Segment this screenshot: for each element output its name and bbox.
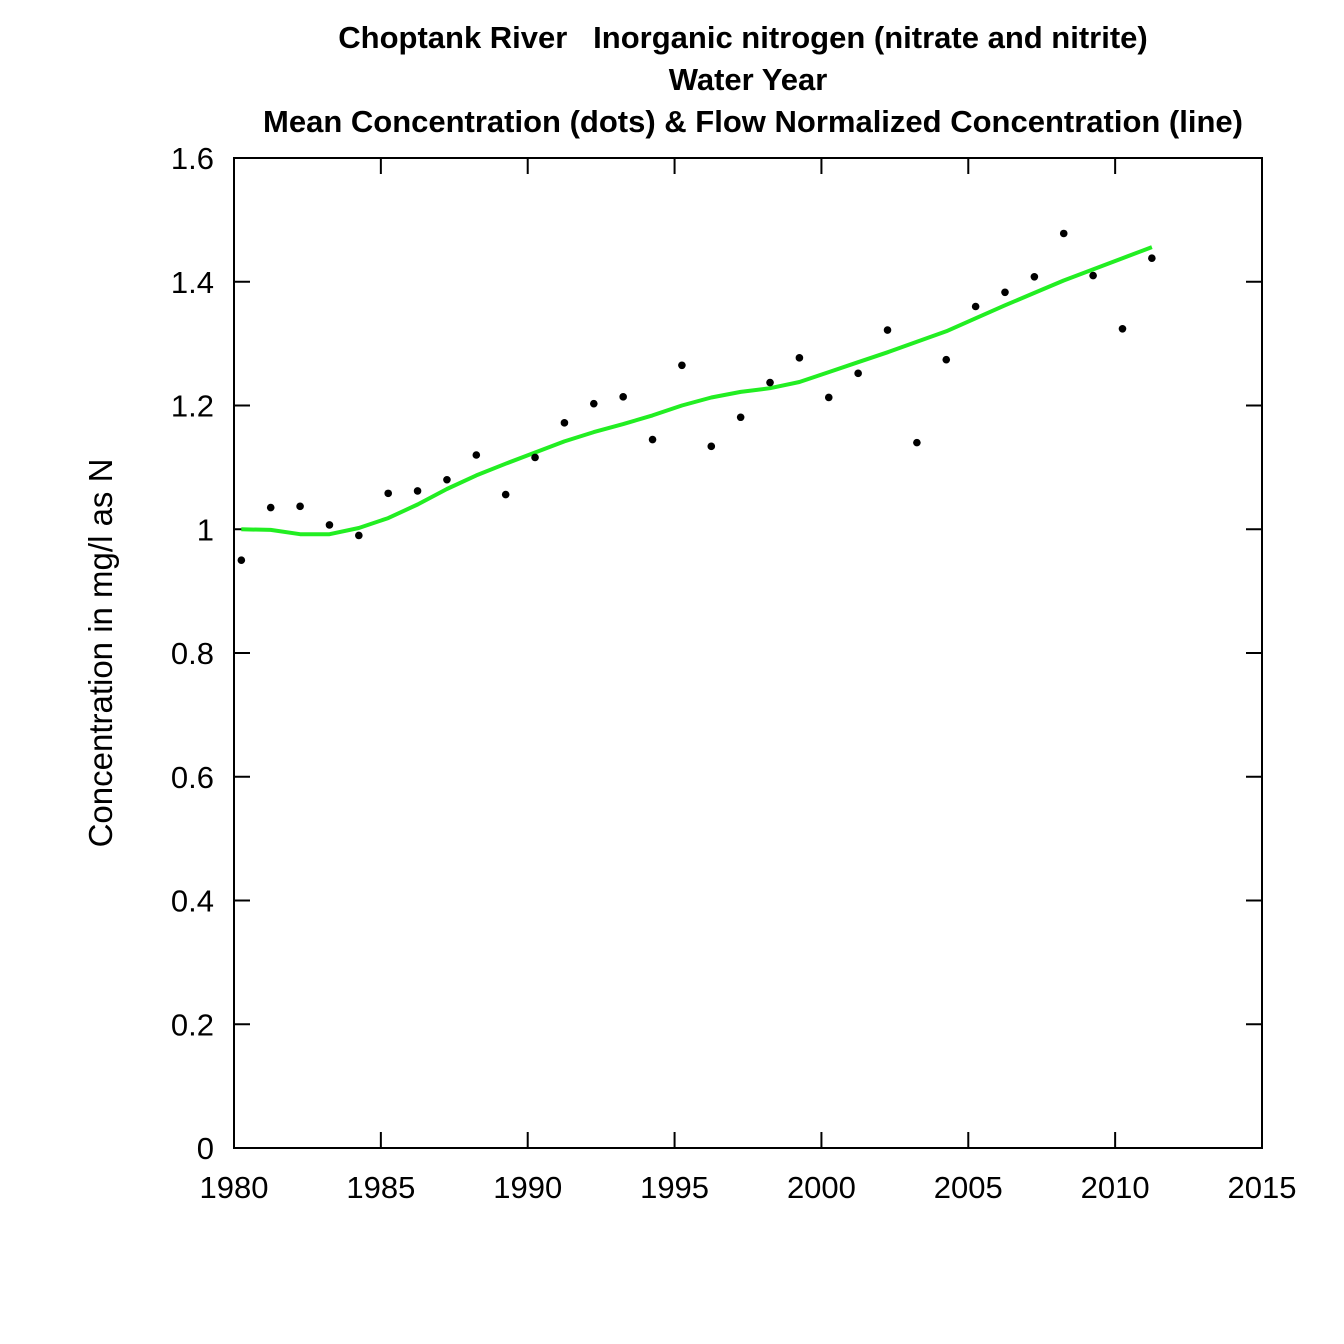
data-point	[1148, 254, 1156, 263]
data-point	[707, 442, 716, 451]
data-point	[355, 531, 363, 540]
chart-subtitle-2: Mean Concentration (dots) & Flow Normali…	[263, 104, 1243, 139]
plot-frame	[233, 157, 1263, 1149]
x-tick-label: 2000	[787, 1170, 856, 1205]
x-tick-label: 1980	[200, 1170, 269, 1205]
data-point	[325, 521, 334, 529]
data-point	[472, 451, 481, 459]
y-tick-label: 0.8	[171, 636, 214, 671]
y-axis: 0 0.2 0.4 0.6 0.8 1 1.2 1.4 1.6	[171, 141, 1262, 1166]
data-point	[795, 354, 804, 362]
data-point	[736, 413, 745, 422]
x-tick-label: 2005	[934, 1170, 1003, 1205]
x-tick-label: 1985	[346, 1170, 415, 1205]
data-point	[1030, 273, 1039, 281]
data-point	[971, 302, 980, 311]
data-point	[296, 502, 304, 511]
data-point	[237, 556, 246, 564]
chart-title: Choptank River Inorganic nitrogen (nitra…	[338, 20, 1148, 55]
y-tick-label: 1.2	[171, 389, 214, 424]
chart-subtitle: Water Year	[668, 62, 828, 97]
x-tick-label: 1995	[640, 1170, 709, 1205]
series-layer	[237, 229, 1156, 564]
x-axis: 1980 1985 1990 1995 2000 2005 2010 2015	[200, 158, 1297, 1205]
data-point	[1001, 288, 1009, 297]
data-point	[560, 419, 569, 427]
y-axis-title: Concentration in mg/l as N	[82, 459, 119, 848]
y-tick-label: 0.4	[171, 884, 214, 919]
data-point	[413, 487, 422, 495]
data-point	[1059, 229, 1068, 238]
data-point	[266, 503, 275, 512]
y-tick-label: 0.2	[171, 1007, 214, 1042]
data-point	[1089, 271, 1097, 280]
y-tick-label: 0.6	[171, 760, 214, 795]
data-point	[766, 378, 774, 387]
flow-normalized-line	[241, 245, 1153, 537]
data-point	[942, 355, 951, 364]
x-tick-label: 2015	[1228, 1170, 1297, 1205]
x-tick-label: 2010	[1081, 1170, 1150, 1205]
data-point	[443, 475, 451, 484]
data-point	[590, 399, 598, 408]
data-point	[824, 393, 833, 402]
data-point	[883, 326, 892, 334]
data-point	[1118, 324, 1127, 333]
x-tick-label: 1990	[493, 1170, 562, 1205]
data-point	[531, 453, 539, 462]
data-point	[648, 435, 657, 444]
data-point	[913, 438, 921, 447]
data-point	[678, 361, 686, 370]
y-tick-label: 1.4	[171, 265, 214, 300]
data-point	[384, 489, 393, 498]
y-tick-label: 1	[197, 512, 214, 547]
y-tick-label: 1.6	[171, 141, 214, 176]
y-tick-label: 0	[197, 1131, 214, 1166]
data-point	[619, 393, 627, 401]
data-point	[854, 369, 862, 378]
data-point	[501, 490, 510, 499]
